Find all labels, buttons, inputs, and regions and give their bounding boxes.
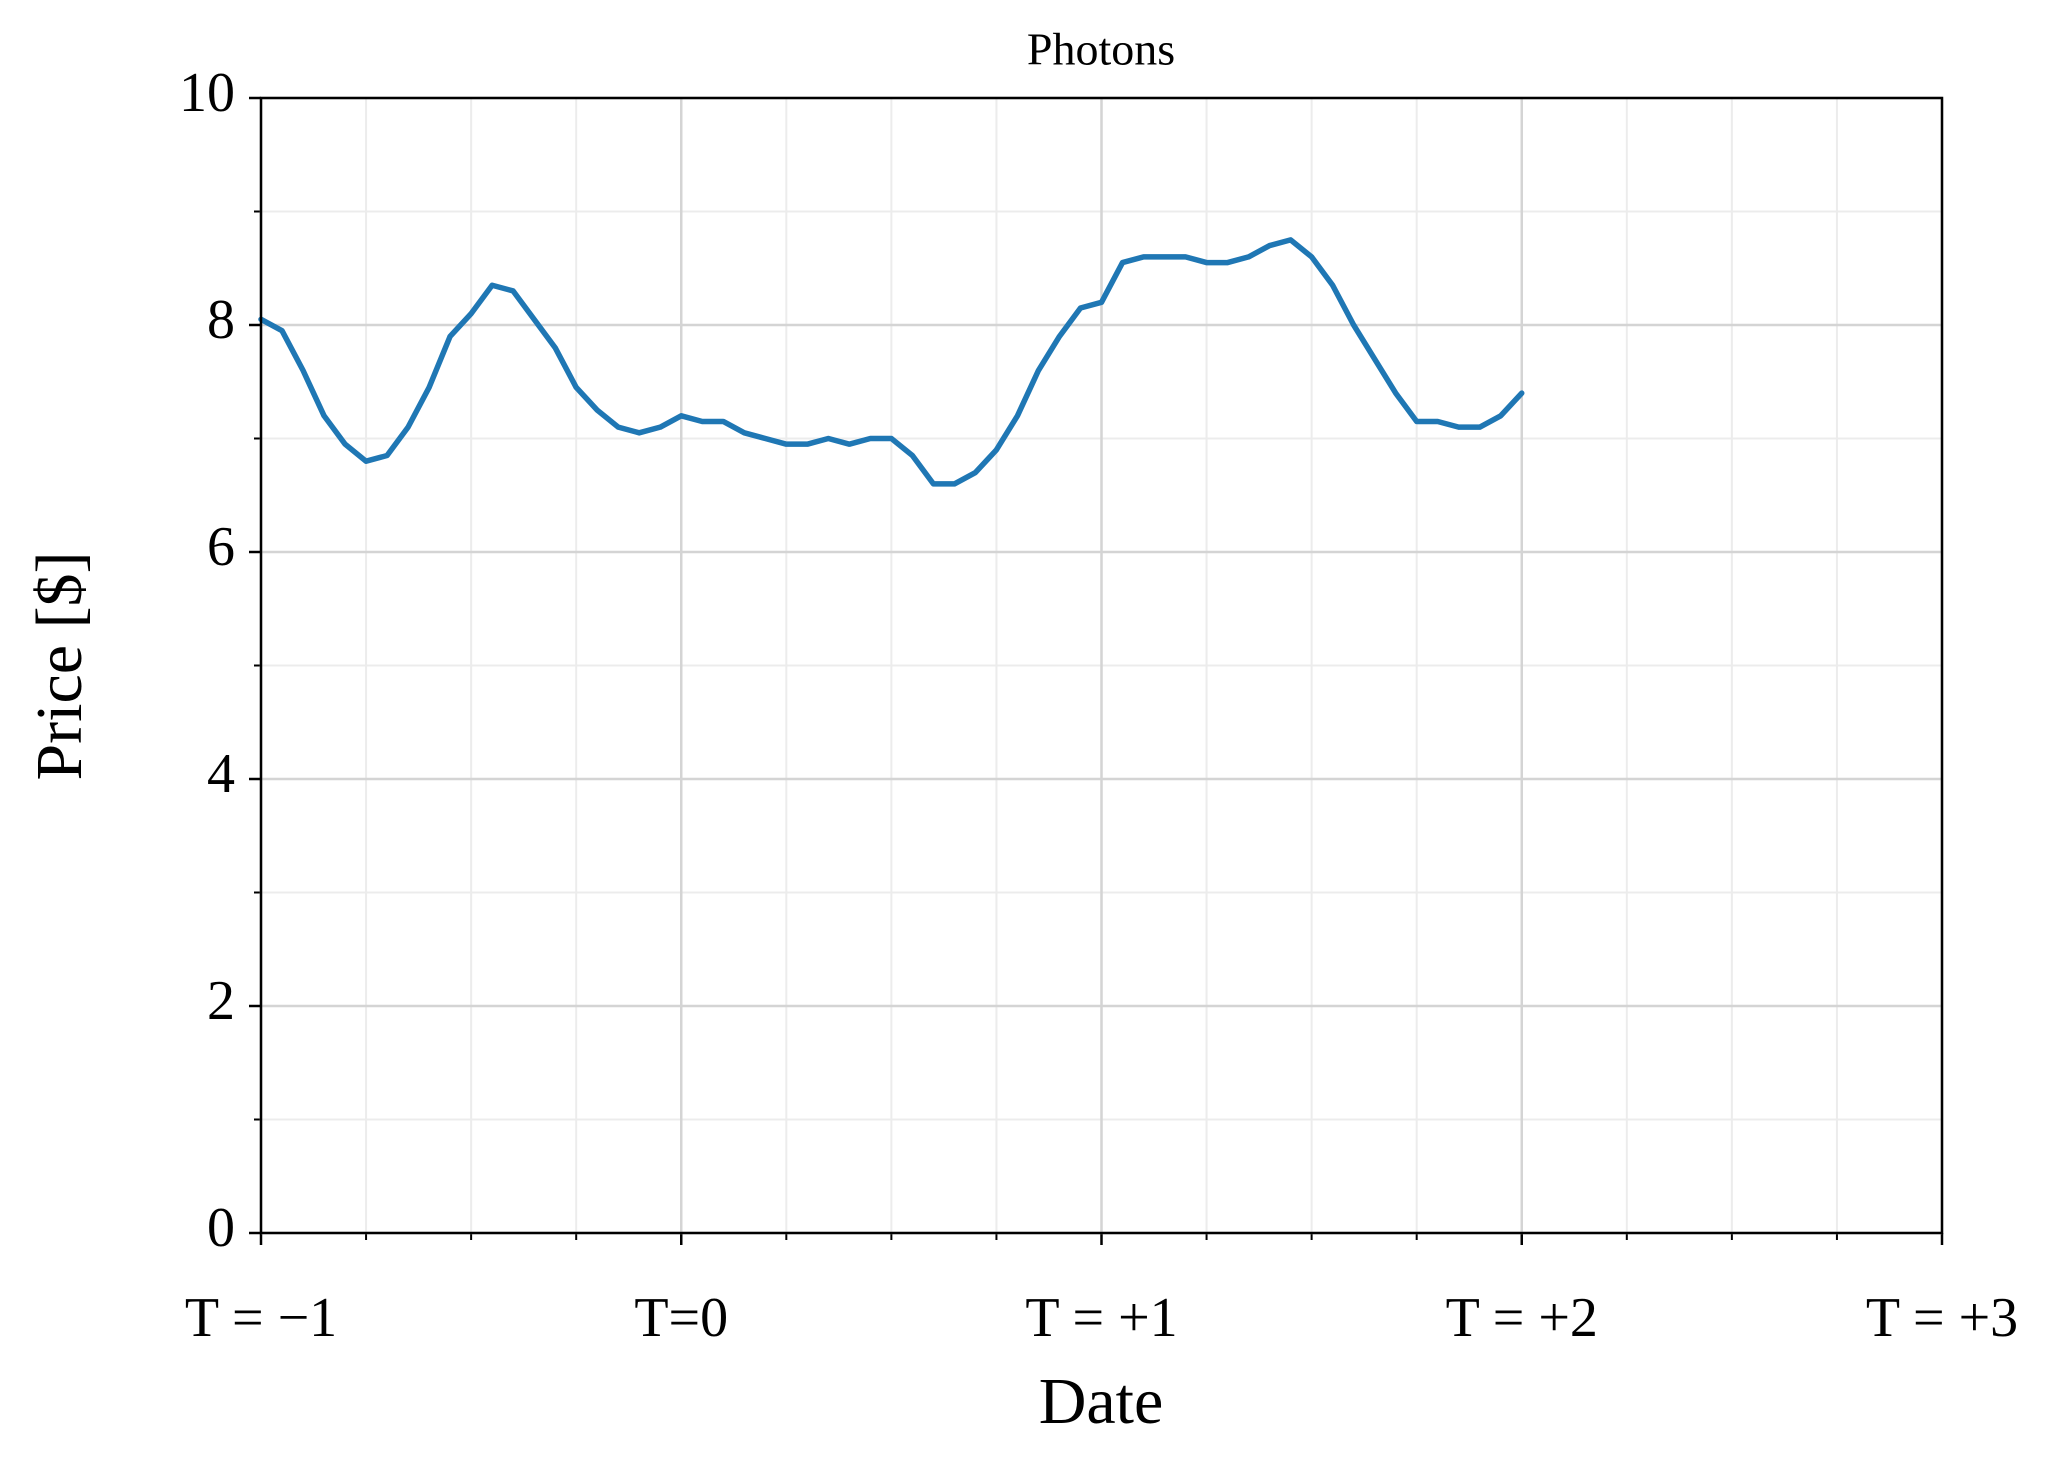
y-tick-label: 10: [179, 62, 235, 124]
y-axis-label: Price [$]: [23, 551, 96, 780]
chart-title: Photons: [1027, 24, 1175, 75]
x-tick-label: T = +1: [1025, 1287, 1177, 1349]
data-line: [258, 237, 1525, 487]
x-tick-label: T=0: [634, 1287, 728, 1349]
plot-frame: [259, 96, 1944, 1235]
y-tick-label: 4: [207, 743, 235, 805]
y-tick-label: 6: [207, 516, 235, 578]
y-tick-label: 0: [207, 1197, 235, 1259]
x-axis-label: Date: [1039, 1365, 1164, 1438]
y-tick-label: 8: [207, 289, 235, 351]
x-tick-label: T = +2: [1446, 1287, 1598, 1349]
y-tick-label: 2: [207, 970, 235, 1032]
x-tick-label: T = −1: [185, 1287, 337, 1349]
x-tick-label: T = +3: [1866, 1287, 2018, 1349]
